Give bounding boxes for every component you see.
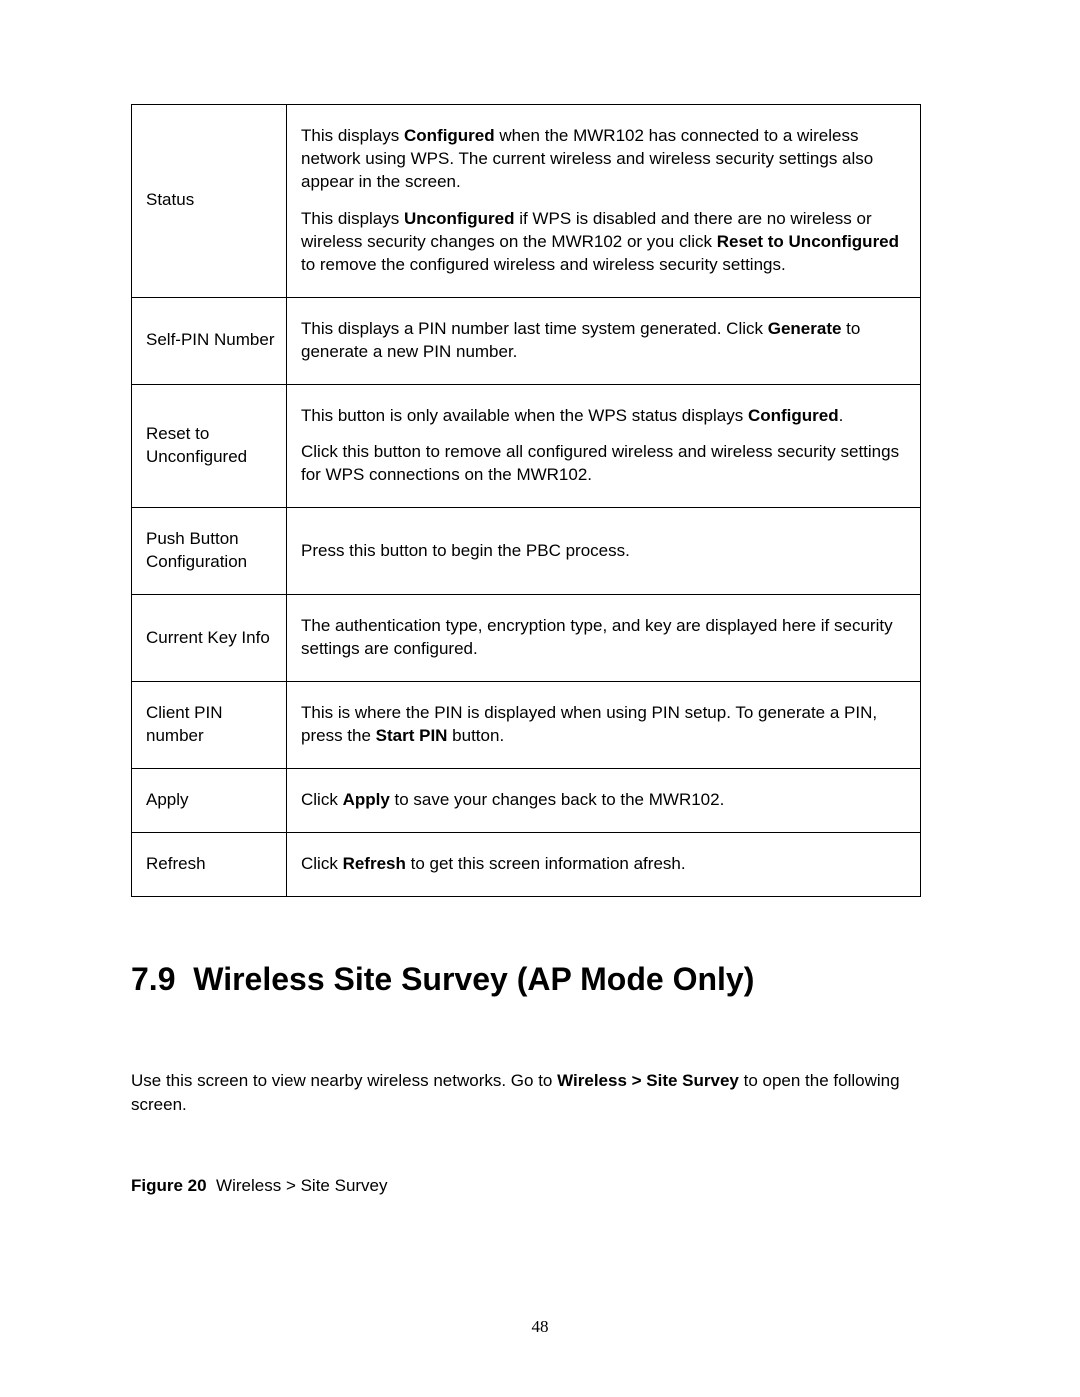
row-label: Reset to Unconfigured <box>132 384 287 508</box>
table-row: Current Key InfoThe authentication type,… <box>132 595 921 682</box>
row-description: This displays a PIN number last time sys… <box>287 297 921 384</box>
table-row: Self-PIN NumberThis displays a PIN numbe… <box>132 297 921 384</box>
figure-label: Figure 20 <box>131 1176 207 1195</box>
table-row: Reset to UnconfiguredThis button is only… <box>132 384 921 508</box>
section-intro: Use this screen to view nearby wireless … <box>131 1069 921 1117</box>
table-row: Client PIN numberThis is where the PIN i… <box>132 682 921 769</box>
definitions-table: StatusThis displays Configured when the … <box>131 104 921 897</box>
row-description: This displays Configured when the MWR102… <box>287 105 921 298</box>
page-number: 48 <box>0 1317 1080 1337</box>
row-description: Press this button to begin the PBC proce… <box>287 508 921 595</box>
row-label: Self-PIN Number <box>132 297 287 384</box>
definitions-tbody: StatusThis displays Configured when the … <box>132 105 921 897</box>
row-description: Click Apply to save your changes back to… <box>287 768 921 832</box>
row-label: Status <box>132 105 287 298</box>
page: StatusThis displays Configured when the … <box>0 0 1080 1397</box>
row-label: Apply <box>132 768 287 832</box>
table-row: RefreshClick Refresh to get this screen … <box>132 832 921 896</box>
table-row: Push Button ConfigurationPress this butt… <box>132 508 921 595</box>
row-description: The authentication type, encryption type… <box>287 595 921 682</box>
row-label: Current Key Info <box>132 595 287 682</box>
row-description: Click Refresh to get this screen informa… <box>287 832 921 896</box>
figure-caption: Figure 20 Wireless > Site Survey <box>131 1176 921 1196</box>
section-number: 7.9 <box>131 961 175 997</box>
row-label: Refresh <box>132 832 287 896</box>
content-area: StatusThis displays Configured when the … <box>131 104 921 1196</box>
section-heading: 7.9 Wireless Site Survey (AP Mode Only) <box>131 959 921 999</box>
section-title: Wireless Site Survey (AP Mode Only) <box>193 961 754 997</box>
table-row: StatusThis displays Configured when the … <box>132 105 921 298</box>
row-label: Push Button Configuration <box>132 508 287 595</box>
row-description: This is where the PIN is displayed when … <box>287 682 921 769</box>
table-row: ApplyClick Apply to save your changes ba… <box>132 768 921 832</box>
row-label: Client PIN number <box>132 682 287 769</box>
row-description: This button is only available when the W… <box>287 384 921 508</box>
figure-caption-text: Wireless > Site Survey <box>216 1176 387 1195</box>
